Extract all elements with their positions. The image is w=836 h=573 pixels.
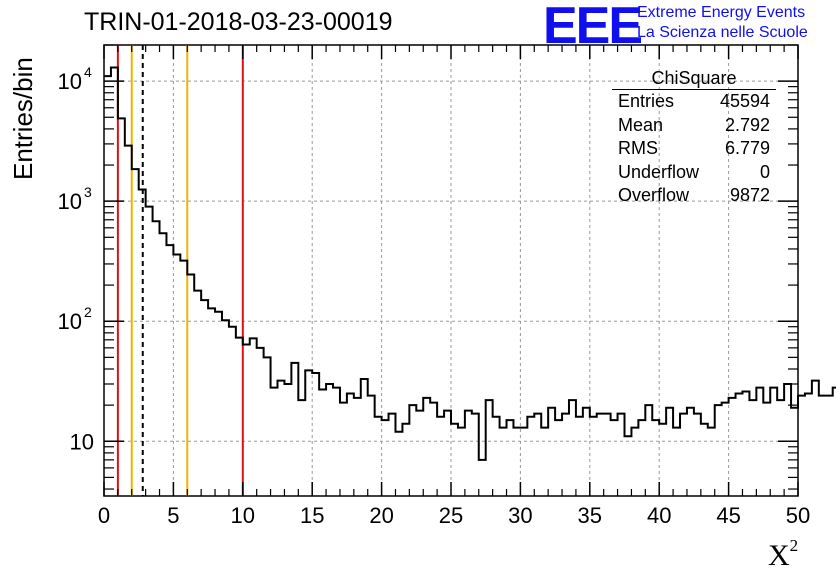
x-tick-label: 40 (647, 503, 671, 528)
x-axis-label-sup: 2 (789, 536, 799, 555)
x-tick-label: 0 (98, 503, 110, 528)
y-tick-label: 10 (58, 69, 82, 94)
x-tick-label: 30 (508, 503, 532, 528)
stats-value: 6.779 (724, 138, 770, 158)
x-tick-label: 5 (167, 503, 179, 528)
y-tick-label-exponent: 2 (84, 304, 92, 320)
histogram-line (104, 66, 836, 461)
x-tick-label: 50 (786, 503, 810, 528)
stats-label: Underflow (618, 161, 700, 182)
axis-ticks (103, 44, 799, 496)
eee-logo: EEE (543, 0, 643, 55)
chart-title: TRIN-01-2018-03-23-00019 (84, 8, 393, 36)
x-tick-label: 45 (716, 503, 740, 528)
y-tick-label: 10 (58, 309, 82, 334)
x-tick-label: 20 (369, 503, 393, 528)
stats-box: ChiSquare Entries 45594 Mean 2.792 RMS 6.77… (612, 68, 776, 208)
y-tick-label-exponent: 4 (84, 64, 92, 80)
x-axis-label: X2 (768, 536, 798, 573)
stats-label: Overflow (618, 185, 690, 205)
stats-row-mean: Mean 2.792 (612, 114, 776, 138)
x-tick-label: 25 (439, 503, 463, 528)
stats-label: Mean (618, 114, 664, 135)
stats-label: RMS (618, 138, 658, 158)
stats-row-underflow: Underflow 0 (612, 161, 776, 185)
stats-value: 2.792 (724, 114, 770, 135)
x-tick-label: 35 (578, 503, 602, 528)
y-tick-label: 10 (58, 189, 82, 214)
stats-value: 45594 (719, 91, 770, 111)
y-tick-label: 10 (70, 429, 94, 454)
x-tick-label: 15 (300, 503, 324, 528)
logo-line-2: La Scienza nelle Scuole (637, 24, 808, 41)
logo-line-1: Extreme Energy Events (637, 4, 806, 21)
stats-label: Entries (618, 91, 675, 111)
x-tick-label: 10 (231, 503, 255, 528)
stats-row-entries: Entries 45594 (612, 90, 776, 114)
reference-lines (116, 45, 244, 496)
stats-value: 0 (759, 161, 770, 182)
stats-title: ChiSquare (612, 68, 776, 90)
stats-row-overflow: Overflow 9872 (612, 184, 776, 208)
stats-value: 9872 (729, 185, 770, 205)
y-tick-label-exponent: 3 (84, 184, 92, 200)
grid-layer (104, 45, 798, 496)
stats-row-rms: RMS 6.779 (612, 137, 776, 161)
y-axis-label: Entries/bin (8, 57, 38, 180)
x-axis-label-text: X (768, 539, 790, 572)
